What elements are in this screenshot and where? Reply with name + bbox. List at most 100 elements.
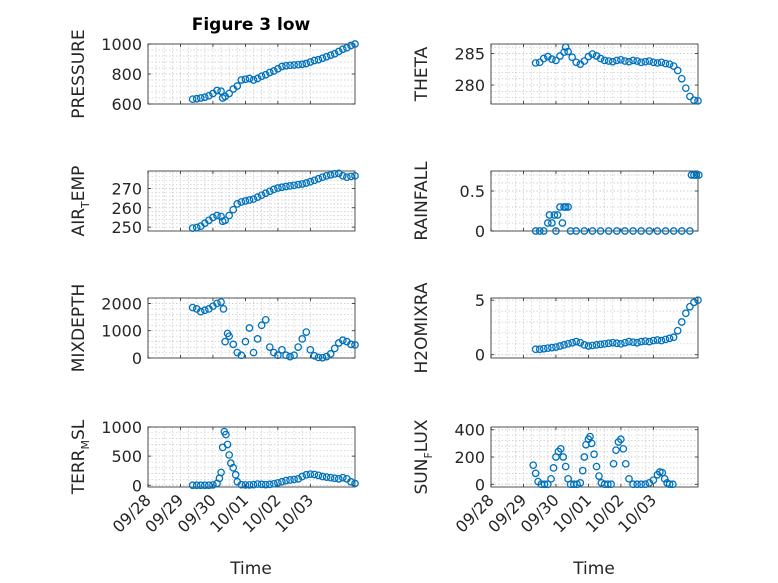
data-point: [604, 339, 613, 348]
data-point: [192, 223, 201, 232]
data-point: [286, 182, 294, 190]
data-point: [552, 56, 560, 65]
data-point: [629, 227, 637, 235]
data-point: [205, 91, 213, 100]
data-point: [269, 185, 278, 194]
data-point: [686, 227, 694, 235]
data-point: [231, 470, 240, 479]
data-point: [653, 336, 662, 344]
data-point: [253, 193, 262, 201]
plot-area: [491, 171, 698, 231]
data-point: [302, 179, 311, 187]
data-point: [600, 339, 609, 348]
data-point: [233, 82, 242, 90]
data-point: [553, 211, 562, 219]
data-point: [539, 54, 548, 63]
y-axis-label: THETA: [412, 46, 432, 102]
data-point: [200, 481, 209, 490]
data-point: [217, 298, 225, 306]
data-point: [318, 472, 327, 481]
data-point: [223, 440, 232, 449]
data-point: [310, 176, 319, 185]
data-point: [559, 453, 568, 461]
data-point: [249, 76, 258, 84]
data-point: [661, 227, 670, 235]
data-point: [596, 54, 605, 63]
data-point: [669, 227, 678, 235]
data-point: [306, 177, 315, 186]
y-tick-label: 285: [454, 44, 485, 63]
data-point: [633, 338, 641, 347]
data-point: [314, 55, 323, 64]
data-point: [351, 40, 359, 48]
data-point: [188, 95, 197, 104]
data-point: [535, 345, 544, 354]
data-point: [306, 345, 315, 354]
subplot-theta: 280 285 THETA: [412, 43, 702, 105]
y-tick-label: 400: [454, 421, 485, 440]
y-tick-label: 0: [475, 222, 485, 241]
data-point: [694, 171, 703, 179]
y-tick-label: 0.5: [460, 182, 485, 201]
data-point: [612, 227, 621, 235]
data-point: [604, 57, 613, 65]
axes-box: [147, 170, 356, 232]
x-axis-label-right: Time: [572, 559, 615, 579]
data-point: [249, 348, 258, 357]
data-point: [229, 340, 238, 349]
series-markers: [529, 432, 677, 489]
data-point: [334, 474, 343, 483]
grid: [490, 171, 698, 232]
y-axis-label: PRESSURE: [69, 29, 89, 118]
data-point: [641, 57, 650, 66]
data-point: [548, 343, 556, 352]
data-point: [241, 337, 250, 346]
y-tick-label: 5: [475, 291, 485, 310]
data-point: [253, 335, 262, 343]
data-point: [564, 339, 572, 348]
y-tick-label: 2000: [101, 294, 142, 313]
data-point: [572, 58, 581, 67]
data-point: [629, 480, 637, 489]
data-point: [322, 171, 331, 180]
data-point: [286, 61, 294, 70]
data-point: [556, 444, 565, 453]
data-point: [531, 59, 540, 67]
data-point: [245, 74, 254, 83]
data-point: [330, 474, 339, 483]
data-point: [278, 345, 286, 354]
series-markers: [531, 171, 703, 235]
data-point: [237, 198, 246, 206]
data-point: [690, 96, 698, 105]
data-point: [572, 227, 581, 235]
data-point: [314, 353, 323, 362]
data-point: [213, 211, 221, 220]
data-point: [200, 306, 209, 315]
data-point: [209, 213, 217, 222]
data-point: [192, 481, 201, 490]
plot-area: [148, 427, 355, 487]
data-point: [200, 93, 209, 102]
y-tick-label: 1000: [101, 418, 142, 437]
data-point: [310, 351, 319, 360]
data-point: [576, 479, 585, 487]
data-point: [566, 227, 575, 235]
data-point: [338, 171, 347, 180]
data-point: [286, 476, 294, 484]
series-markers: [531, 43, 702, 105]
data-point: [665, 480, 674, 489]
y-axis-label: MIXDEPTH: [69, 284, 89, 373]
data-point: [558, 219, 567, 227]
data-point: [257, 321, 266, 330]
y-tick-label: 500: [111, 447, 142, 466]
data-point: [338, 45, 347, 54]
data-point: [241, 75, 250, 84]
axes-box: [490, 170, 699, 232]
data-point: [653, 59, 662, 67]
data-point: [351, 171, 359, 180]
data-point: [531, 345, 540, 354]
data-point: [595, 472, 603, 480]
